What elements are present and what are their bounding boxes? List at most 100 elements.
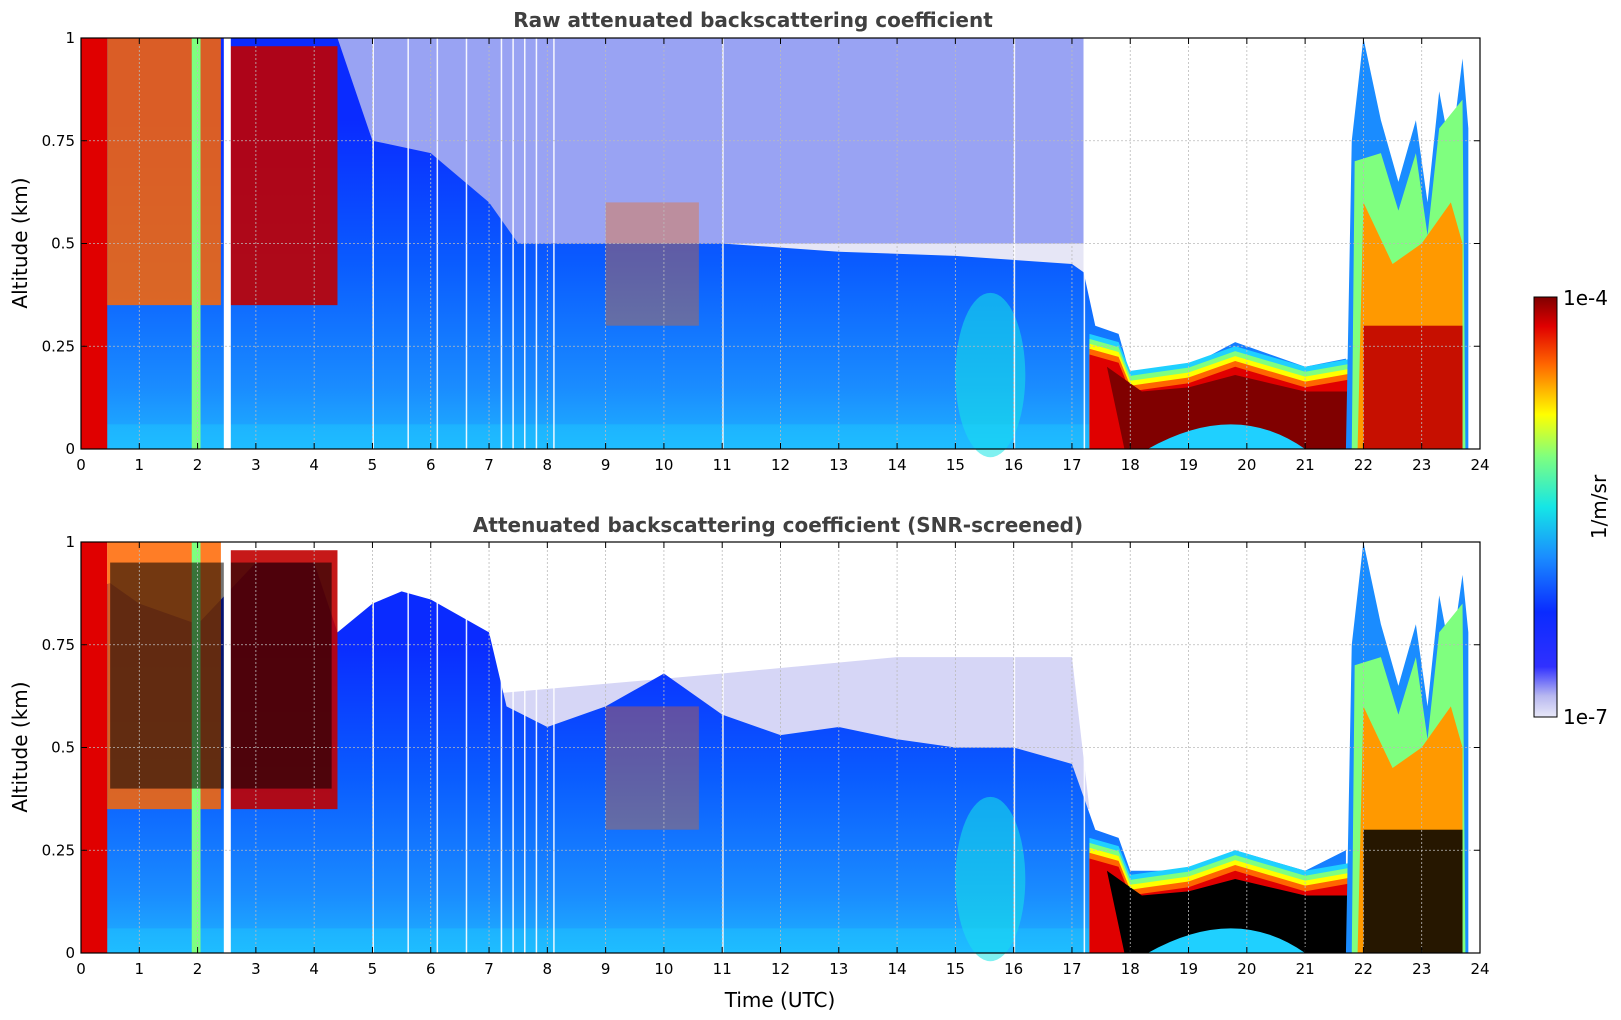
aerosol-haze (955, 292, 1026, 458)
x-tick-label: 2 (193, 456, 203, 474)
late-cloud-base (1363, 325, 1463, 449)
x-tick-label: 4 (309, 456, 319, 474)
surface-layer (81, 928, 1102, 953)
x-tick-label: 11 (713, 960, 732, 978)
y-tick-label: 1 (65, 533, 75, 551)
x-tick-label: 6 (426, 456, 436, 474)
x-tick-label: 14 (888, 456, 907, 474)
early-cloud-layer (107, 38, 221, 306)
x-tick-label: 0 (76, 456, 86, 474)
missing-profile (535, 542, 538, 953)
x-tick-label: 2 (193, 960, 203, 978)
x-tick-label: 10 (654, 456, 673, 474)
y-tick-label: 0.25 (42, 841, 75, 859)
x-tick-label: 3 (251, 456, 261, 474)
x-tick-label: 1 (135, 456, 145, 474)
raw-backscatter-panel: Raw attenuated backscattering coefficien… (8, 8, 1490, 474)
x-tick-label: 9 (601, 456, 611, 474)
colorbar-unit-label: 1/m/sr (1587, 474, 1611, 539)
sub-cloud (1147, 424, 1306, 449)
x-tick-label: 22 (1354, 960, 1373, 978)
x-tick-label: 20 (1237, 960, 1256, 978)
x-tick-label: 24 (1470, 456, 1489, 474)
colorbar-max-label: 1e-4 (1563, 286, 1608, 310)
x-tick-label: 22 (1354, 456, 1373, 474)
x-tick-label: 21 (1296, 456, 1315, 474)
x-tick-label: 24 (1470, 960, 1489, 978)
missing-profile (407, 38, 409, 449)
data-gap (223, 542, 231, 953)
panel-title: Attenuated backscattering coefficient (S… (473, 513, 1083, 537)
x-tick-label: 19 (1179, 456, 1198, 474)
x-tick-label: 18 (1121, 456, 1140, 474)
x-tick-label: 12 (771, 960, 790, 978)
y-axis-ticks: 0 0.25 0.5 0.75 1 (42, 29, 1480, 458)
x-tick-label: 11 (713, 456, 732, 474)
y-axis-ticks: 0 0.25 0.5 0.75 1 (42, 533, 1480, 962)
colorbar: 1e-4 1e-7 1/m/sr (1533, 286, 1611, 729)
y-tick-label: 0.25 (42, 337, 75, 355)
x-tick-label: 5 (368, 456, 378, 474)
x-tick-label: 7 (484, 960, 494, 978)
x-tick-label: 13 (829, 960, 848, 978)
y-axis-label: Altitude (km) (8, 681, 32, 812)
x-tick-label: 5 (368, 960, 378, 978)
y-tick-label: 0 (65, 944, 75, 962)
x-tick-label: 23 (1412, 456, 1431, 474)
x-tick-label: 14 (888, 960, 907, 978)
x-tick-label: 16 (1004, 456, 1023, 474)
colorbar-min-label: 1e-7 (1563, 705, 1608, 729)
aerosol-haze (955, 796, 1026, 962)
x-tick-label: 10 (654, 960, 673, 978)
x-tick-label: 0 (76, 960, 86, 978)
x-tick-label: 8 (543, 960, 553, 978)
colorbar-gradient (1533, 296, 1558, 718)
x-tick-label: 18 (1121, 960, 1140, 978)
x-axis-label: Time (UTC) (724, 988, 836, 1012)
x-tick-label: 20 (1237, 456, 1256, 474)
x-tick-label: 6 (426, 960, 436, 978)
aerosol-plume (605, 202, 699, 326)
x-tick-label: 1 (135, 960, 145, 978)
x-tick-label: 3 (251, 960, 261, 978)
x-tick-label: 4 (309, 960, 319, 978)
x-axis-ticks: 0 1 2 3 4 5 6 7 8 9 10 11 12 13 14 15 16 17 18 19 20 21 22 23 24 (76, 38, 1490, 474)
y-tick-label: 0 (65, 440, 75, 458)
missing-profile (524, 38, 526, 449)
surface-layer (81, 424, 1102, 449)
x-tick-label: 17 (1062, 456, 1081, 474)
early-cloud-column (191, 38, 201, 449)
panel-title: Raw attenuated backscattering coefficien… (513, 8, 993, 32)
y-axis-label: Altitude (km) (8, 177, 32, 308)
late-cloud-base (1363, 829, 1463, 953)
missing-profile (1083, 542, 1086, 953)
aerosol-plume (605, 706, 699, 830)
y-tick-label: 0.75 (42, 636, 75, 654)
data-gap (223, 38, 231, 449)
x-tick-label: 7 (484, 456, 494, 474)
x-tick-label: 12 (771, 456, 790, 474)
cloud-core (1106, 366, 1352, 449)
missing-profile (1083, 38, 1086, 449)
x-tick-label: 21 (1296, 960, 1315, 978)
x-axis-ticks: 0 1 2 3 4 5 6 7 8 9 10 11 12 13 14 15 16 17 18 19 20 21 22 23 24 (76, 542, 1490, 978)
y-tick-label: 0.75 (42, 132, 75, 150)
early-cloud-layer (229, 46, 338, 306)
y-tick-label: 0.5 (51, 739, 75, 757)
y-tick-label: 1 (65, 29, 75, 47)
missing-profile (407, 542, 409, 953)
x-tick-label: 19 (1179, 960, 1198, 978)
missing-profile (524, 542, 526, 953)
boundary-layer (81, 562, 1346, 953)
x-tick-label: 15 (946, 456, 965, 474)
grid (81, 38, 1480, 449)
x-tick-label: 15 (946, 960, 965, 978)
screened-backscatter-panel: Attenuated backscattering coefficient (S… (8, 513, 1490, 1012)
x-tick-label: 17 (1062, 960, 1081, 978)
cloud-core (1106, 870, 1352, 953)
grid (81, 542, 1480, 953)
missing-profile (535, 38, 538, 449)
sub-cloud (1147, 928, 1306, 953)
saturated-region (110, 562, 332, 789)
